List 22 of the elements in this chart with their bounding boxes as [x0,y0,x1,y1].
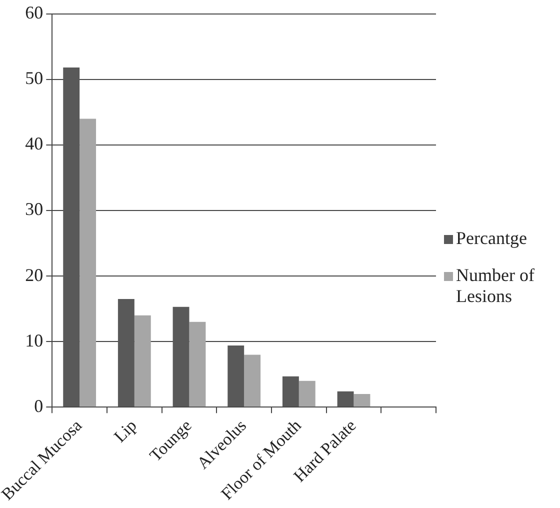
bar [244,354,261,407]
y-tick-label: 10 [25,330,44,350]
x-tick-label: Lip [110,416,140,446]
y-tick-label: 40 [25,134,44,154]
legend-label: Number of Lesions [456,265,536,307]
bar [134,315,151,407]
bar [63,68,80,407]
legend-label: Percantge [456,228,527,249]
bar [189,322,206,407]
bar [337,391,354,407]
y-tick-label: 30 [25,199,44,220]
bar [298,380,316,407]
bar [80,118,96,407]
bar [282,376,299,407]
bar [118,298,134,407]
y-tick-label: 60 [25,2,44,23]
bar [354,394,370,407]
y-tick-label: 50 [25,68,44,88]
y-tick-label: 20 [25,264,44,285]
y-tick-label: 0 [34,396,44,416]
bar [228,346,244,407]
bar [172,306,190,407]
